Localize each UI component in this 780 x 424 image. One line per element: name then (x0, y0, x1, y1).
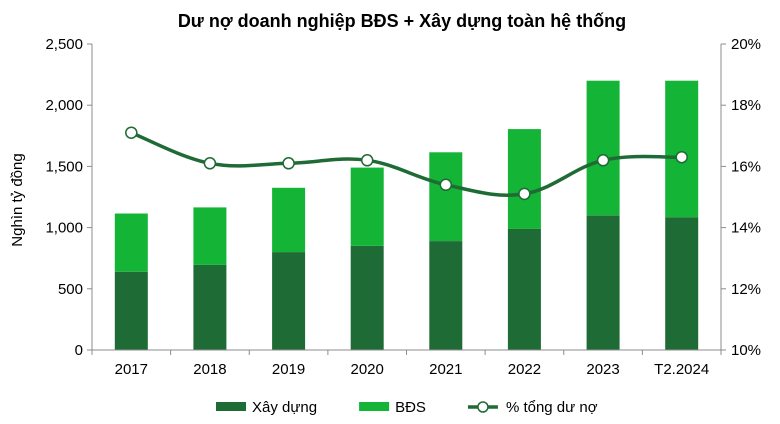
legend-label: Xây dựng (252, 399, 317, 416)
bar-bds-T2.2024 (665, 80, 699, 218)
bar-xay-dung-2021 (429, 241, 463, 350)
bar-xay-dung-2018 (193, 264, 227, 350)
bar-xay-dung-2020 (350, 246, 384, 350)
y-tick-label: 1,500 (45, 158, 83, 175)
y2-tick-label: 20% (731, 36, 761, 53)
bar-bds-2021 (429, 152, 463, 241)
x-tick-label: 2020 (351, 361, 384, 378)
y2-tick-label: 12% (731, 281, 761, 298)
x-tick-label: 2018 (193, 361, 226, 378)
x-tick-label: T2.2024 (654, 361, 709, 378)
y-tick-label: 2,000 (45, 97, 83, 114)
point-pct-2017 (125, 126, 138, 139)
point-pct-2019 (282, 157, 295, 170)
y-tick-label: 2,500 (45, 36, 83, 53)
x-tick-label: 2023 (586, 361, 619, 378)
bar-xay-dung-2019 (272, 252, 306, 350)
point-pct-2023 (596, 154, 610, 167)
legend-label: BĐS (395, 399, 426, 416)
x-tick-label: 2019 (272, 361, 305, 378)
point-pct-T2.2024 (675, 150, 688, 164)
y-tick-label: 500 (58, 281, 83, 298)
point-pct-2020 (360, 154, 374, 167)
point-pct-2021 (439, 178, 453, 192)
bar-xay-dung-2022 (507, 228, 541, 350)
bar-bds-2022 (507, 129, 541, 229)
bar-bds-2018 (193, 207, 227, 265)
line-layer (125, 126, 688, 201)
y2-tick-label: 10% (731, 342, 761, 359)
y-tick-label: 1,000 (45, 220, 83, 237)
bars-layer (114, 80, 699, 350)
bar-xay-dung-T2.2024 (665, 217, 699, 350)
chart-title: Dư nợ doanh nghiệp BĐS + Xây dựng toàn h… (178, 11, 626, 31)
y-tick-label: 0 (75, 342, 83, 359)
legend: Xây dựng BĐS % tổng dư nợ (216, 399, 598, 416)
bar-xay-dung-2023 (586, 215, 620, 350)
x-tick-label: 2021 (429, 361, 462, 378)
y2-tick-label: 18% (731, 97, 761, 114)
bar-xay-dung-2017 (114, 271, 148, 350)
axes-layer: 0 500 1,000 1,500 2,000 2,500 10% 12% 14% 16% 18% 2… (45, 36, 761, 378)
y-axis-label: Nghìn tỷ đồng (9, 153, 26, 246)
legend-marker-pct (477, 401, 489, 413)
y2-tick-label: 14% (731, 220, 761, 237)
point-pct-2022 (518, 187, 531, 201)
legend-label: % tổng dư nợ (506, 399, 598, 416)
y2-tick-label: 16% (731, 158, 761, 175)
bar-bds-2017 (114, 213, 148, 272)
x-tick-label: 2017 (115, 361, 148, 378)
legend-swatch-xay-dung (216, 402, 246, 411)
legend-swatch-bds (359, 402, 390, 411)
bar-bds-2020 (350, 167, 384, 246)
x-tick-label: 2022 (508, 361, 541, 378)
bar-bds-2019 (272, 187, 306, 253)
point-pct-2018 (203, 157, 217, 170)
bar-bds-2023 (586, 80, 620, 216)
